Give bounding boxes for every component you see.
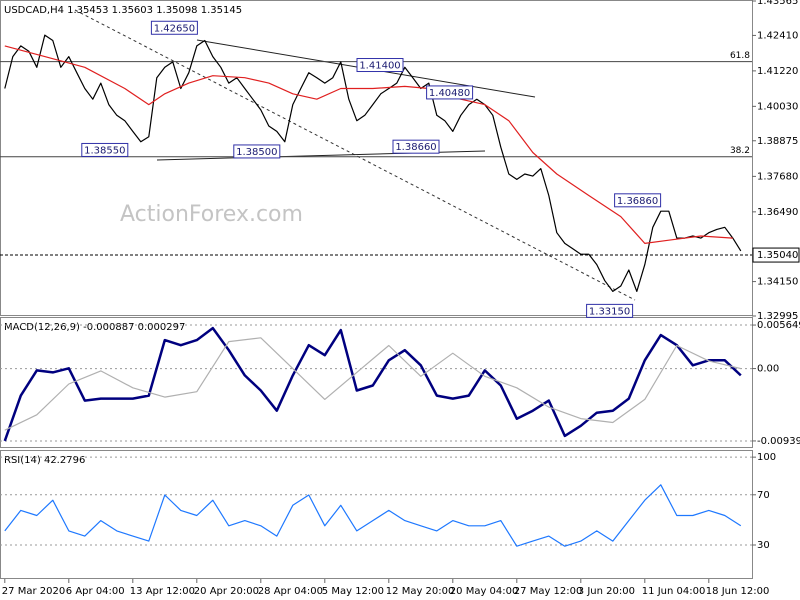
annotation-label: 1.40480 xyxy=(429,88,470,99)
y-tick-label: 70 xyxy=(757,490,770,501)
x-tick-label: 20 Apr 20:00 xyxy=(194,586,259,597)
annotation-box xyxy=(81,142,129,157)
series-line xyxy=(4,337,741,431)
annotation-box xyxy=(426,85,474,100)
panel-title: USDCAD,H4 1.35453 1.35603 1.35098 1.3514… xyxy=(4,5,242,16)
annotation-box xyxy=(233,144,281,159)
price-tag-label: 1.35040 xyxy=(757,250,798,261)
y-tick-label: 0.00 xyxy=(757,364,779,375)
x-tick-label: 18 Jun 12:00 xyxy=(706,586,770,597)
x-tick-label: 12 May 20:00 xyxy=(386,586,455,597)
y-tick-label: -0.009395 xyxy=(757,436,800,447)
series-line xyxy=(4,34,742,292)
annotation-label: 1.33150 xyxy=(589,306,630,317)
x-tick-label: 3 Jun 20:00 xyxy=(578,586,635,597)
y-tick-label: 1.41220 xyxy=(757,66,798,77)
y-tick-label: 1.40030 xyxy=(757,101,798,112)
x-tick-label: 11 Jun 04:00 xyxy=(642,586,706,597)
annotation-label: 1.38550 xyxy=(84,145,125,156)
annotation-label: 1.36860 xyxy=(617,196,658,207)
annotation-box xyxy=(392,139,440,154)
y-tick-label: 100 xyxy=(757,452,776,463)
watermark: ActionForex.com xyxy=(120,202,303,227)
price-panel xyxy=(0,0,753,316)
series-line xyxy=(4,484,742,547)
series-line xyxy=(3,326,742,442)
x-tick-label: 28 Apr 04:00 xyxy=(258,586,323,597)
y-tick-label: 1.34150 xyxy=(757,277,798,288)
x-tick-label: 27 May 12:00 xyxy=(514,586,583,597)
annotation-label: 1.41400 xyxy=(359,61,400,72)
series-line xyxy=(4,45,733,244)
x-tick-label: 5 May 12:00 xyxy=(322,586,384,597)
rsi-panel xyxy=(0,450,753,579)
annotation-box xyxy=(150,20,198,35)
y-tick-label: 1.38875 xyxy=(757,136,798,147)
x-tick-label: 20 May 04:00 xyxy=(450,586,519,597)
annotation-label: 1.42650 xyxy=(154,23,195,34)
price-tag xyxy=(752,247,800,263)
macd-panel xyxy=(0,317,753,448)
x-tick-label: 13 Apr 12:00 xyxy=(130,586,195,597)
panel-title: MACD(12,26,9) -0.000887 0.000297 xyxy=(4,322,185,333)
y-tick-label: 1.43565 xyxy=(757,0,798,7)
annotation-box xyxy=(614,193,662,208)
fib-label: 38.2 xyxy=(730,146,750,156)
annotation-box xyxy=(356,58,404,73)
y-tick-label: 1.42410 xyxy=(757,30,798,41)
y-tick-label: 0.005649 xyxy=(757,320,800,331)
y-tick-label: 1.36490 xyxy=(757,207,798,218)
annotation-label: 1.38660 xyxy=(395,142,436,153)
annotation-box xyxy=(586,303,634,318)
fib-label: 61.8 xyxy=(730,51,750,61)
x-tick-label: 6 Apr 04:00 xyxy=(66,586,125,597)
x-tick-label: 27 Mar 2020 xyxy=(2,586,65,597)
y-tick-label: 1.37680 xyxy=(757,171,798,182)
annotation-label: 1.38500 xyxy=(236,147,277,158)
y-tick-label: 1.32995 xyxy=(757,311,798,322)
y-tick-label: 30 xyxy=(757,540,770,551)
panel-title: RSI(14) 42.2796 xyxy=(4,455,85,466)
